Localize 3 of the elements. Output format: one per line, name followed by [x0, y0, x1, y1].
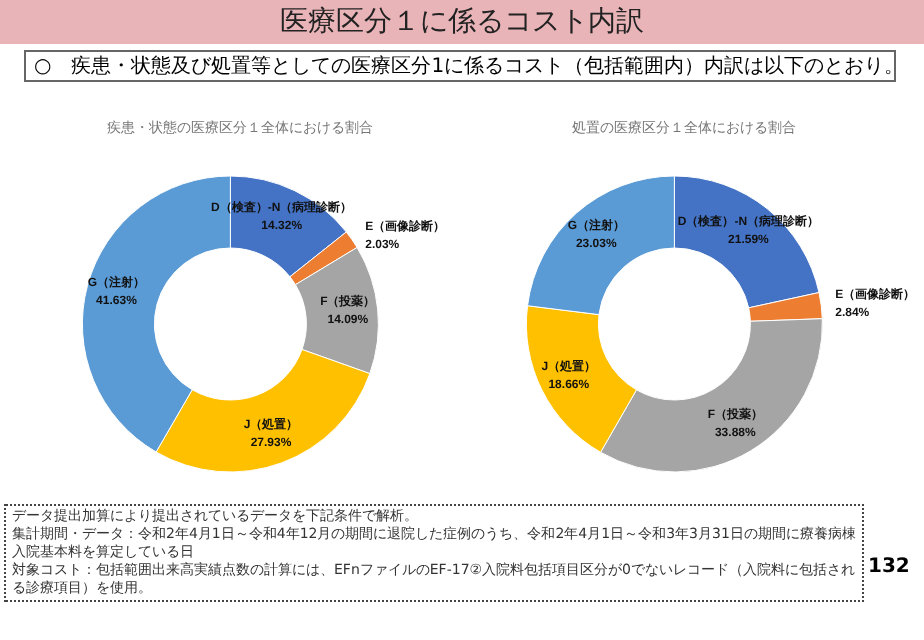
text: 132	[868, 556, 910, 578]
text: 医療区分１に係るコスト内訳	[0, 0, 924, 44]
text: ○ 疾患・状態及び処置等としての医療区分1に係るコスト（包括範囲内）内訳は以下のとおり。	[32, 53, 905, 82]
